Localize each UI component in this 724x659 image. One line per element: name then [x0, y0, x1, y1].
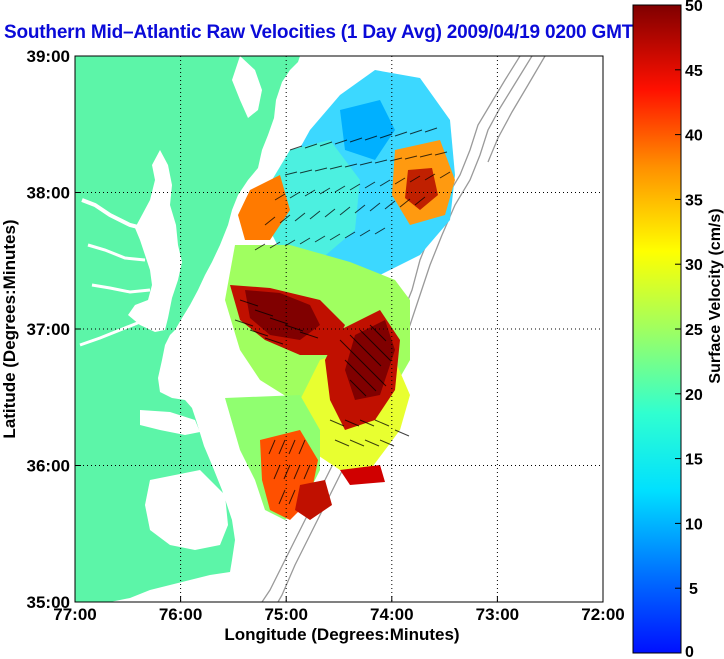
colorbar-tick-label: 40 [685, 128, 703, 145]
rappahannock-river [87, 243, 146, 262]
james-river [79, 320, 141, 347]
colorbar-tick-label: 20 [685, 387, 703, 404]
x-tick-label: 73:00 [476, 605, 519, 624]
colorbar-ticks [675, 69, 681, 589]
grid-lines [75, 56, 603, 602]
colorbar-tick-label: 25 [685, 322, 703, 339]
albemarle-sound [140, 410, 200, 435]
colorbar-tick-label: 10 [685, 516, 703, 533]
delaware-bay [232, 56, 262, 118]
x-tick-label: 77:00 [53, 605, 96, 624]
velocity-vectors [234, 127, 451, 505]
y-axis-label: Latitude (Degrees:Minutes) [0, 219, 19, 438]
x-tick-label: 76:00 [159, 605, 202, 624]
x-tick-labels: 77:00 76:00 75:00 74:00 73:00 72:00 [53, 605, 624, 624]
colorbar [632, 4, 682, 654]
y-tick-label: 35:00 [27, 593, 70, 612]
tick-marks [74, 55, 604, 603]
chesapeake-bay [128, 150, 182, 332]
y-tick-label: 37:00 [27, 320, 70, 339]
colorbar-tick-labels: 50 45 40 35 30 25 20 15 10 5 0 [685, 0, 703, 659]
potomac-river [81, 198, 151, 232]
colorbar-tick-label: 30 [685, 257, 703, 274]
colorbar-tick-label: 45 [685, 63, 703, 80]
y-tick-labels: 39:00 38:00 37:00 36:00 35:00 [27, 47, 70, 612]
y-tick-label: 36:00 [27, 457, 70, 476]
colorbar-tick-label: 0 [685, 644, 694, 659]
colorbar-tick-label: 35 [685, 192, 703, 209]
map-title: Southern Mid–Atlantic Raw Velocities (1 … [4, 22, 634, 43]
colorbar-tick-label: 5 [689, 581, 698, 598]
y-tick-label: 39:00 [27, 47, 70, 66]
york-river [91, 283, 151, 294]
x-tick-label: 74:00 [370, 605, 413, 624]
colorbar-tick-label: 15 [685, 452, 703, 469]
colorbar-tick-label: 50 [685, 0, 703, 15]
y-tick-label: 38:00 [27, 184, 70, 203]
x-tick-label: 72:00 [581, 605, 624, 624]
x-tick-label: 75:00 [264, 605, 307, 624]
pamlico-sound [145, 470, 228, 550]
x-axis-label: Longitude (Degrees:Minutes) [224, 625, 459, 644]
colorbar-label: Surface Velocity (cm/s) [707, 208, 724, 383]
